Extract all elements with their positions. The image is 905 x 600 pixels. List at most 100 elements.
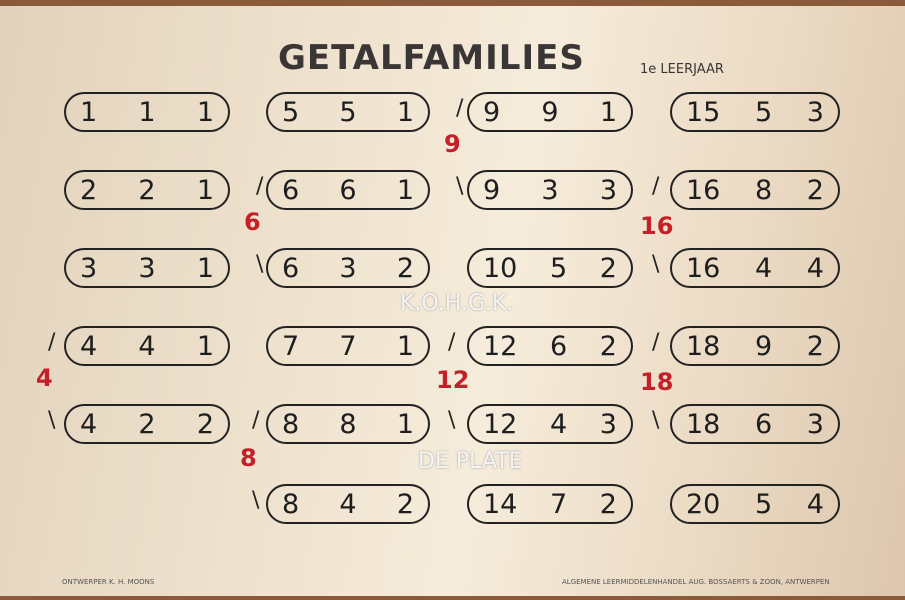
family-number: 4 — [36, 364, 53, 392]
bracket-line: / — [652, 174, 660, 199]
family-number: 12 — [436, 366, 470, 394]
number: 14 — [483, 488, 518, 520]
number: 6 — [339, 174, 357, 206]
bracket-line: / — [252, 408, 260, 433]
number: 9 — [541, 96, 559, 128]
number: 5 — [339, 96, 357, 128]
number: 2 — [80, 174, 98, 206]
number: 3 — [806, 96, 824, 128]
number: 3 — [138, 252, 156, 284]
number: 3 — [339, 252, 357, 284]
bracket-line: / — [48, 330, 56, 355]
number-family-card: 12 6 2 — [467, 326, 633, 366]
number: 4 — [339, 488, 357, 520]
number: 7 — [549, 488, 568, 520]
footer-author: ONTWERPER K. H. MOONS — [62, 578, 155, 586]
bracket-line: / — [652, 330, 660, 355]
number: 6 — [549, 330, 568, 362]
number: 1 — [196, 174, 214, 206]
family-number: 6 — [244, 208, 261, 236]
number: 1 — [599, 96, 617, 128]
number: 1 — [138, 96, 156, 128]
number: 15 — [686, 96, 721, 128]
number: 8 — [754, 174, 773, 206]
number: 4 — [806, 488, 824, 520]
family-number: 8 — [240, 444, 257, 472]
number: 6 — [754, 408, 773, 440]
number: 2 — [599, 330, 617, 362]
poster-title: GETALFAMILIES — [278, 38, 585, 78]
number-family-card: 9 3 3 — [467, 170, 633, 210]
number-family-card: 4 4 1 — [64, 326, 230, 366]
number-family-card: 5 5 1 — [266, 92, 430, 132]
number: 9 — [483, 174, 501, 206]
bracket-line: / — [448, 330, 456, 355]
number-family-card: 8 4 2 — [266, 484, 430, 524]
number: 20 — [686, 488, 721, 520]
number: 3 — [80, 252, 98, 284]
number: 2 — [599, 488, 617, 520]
number: 3 — [541, 174, 559, 206]
number: 8 — [282, 408, 300, 440]
number: 1 — [196, 96, 214, 128]
number: 2 — [806, 330, 824, 362]
bracket-line: / — [456, 96, 464, 121]
bracket-line: \ — [448, 408, 456, 433]
bracket-line: \ — [652, 408, 660, 433]
number: 2 — [396, 252, 414, 284]
number: 1 — [196, 252, 214, 284]
number: 6 — [282, 252, 300, 284]
number: 5 — [754, 96, 773, 128]
number: 4 — [80, 330, 98, 362]
watermark-line-1: K.O.H.G.K. — [400, 291, 514, 316]
number-family-card: 14 7 2 — [467, 484, 633, 524]
number: 7 — [339, 330, 357, 362]
number: 18 — [686, 408, 721, 440]
number-family-card: 7 7 1 — [266, 326, 430, 366]
number: 2 — [806, 174, 824, 206]
number-family-card: 4 2 2 — [64, 404, 230, 444]
number: 5 — [549, 252, 568, 284]
number: 4 — [138, 330, 156, 362]
family-number: 9 — [444, 130, 461, 158]
number-family-card: 6 3 2 — [266, 248, 430, 288]
number: 3 — [806, 408, 824, 440]
number: 16 — [686, 174, 721, 206]
number: 16 — [686, 252, 721, 284]
number-family-card: 16 8 2 — [670, 170, 840, 210]
number-family-card: 6 6 1 — [266, 170, 430, 210]
number: 12 — [483, 408, 518, 440]
footer-publisher: ALGEMENE LEERMIDDELENHANDEL AUG. BOSSAER… — [562, 578, 830, 586]
grade-label: 1e LEERJAAR — [640, 62, 724, 77]
number: 18 — [686, 330, 721, 362]
bracket-line: \ — [456, 174, 464, 199]
family-number: 16 — [640, 212, 674, 240]
number-family-card: 18 6 3 — [670, 404, 840, 444]
family-number: 18 — [640, 368, 674, 396]
number: 1 — [80, 96, 98, 128]
number: 12 — [483, 330, 518, 362]
number: 4 — [549, 408, 568, 440]
number: 8 — [282, 488, 300, 520]
number: 6 — [282, 174, 300, 206]
number: 3 — [599, 408, 617, 440]
number-family-card: 12 4 3 — [467, 404, 633, 444]
number-family-card: 18 9 2 — [670, 326, 840, 366]
number: 1 — [396, 330, 414, 362]
number-family-card: 15 5 3 — [670, 92, 840, 132]
number-family-card: 16 4 4 — [670, 248, 840, 288]
number: 5 — [754, 488, 773, 520]
number: 8 — [339, 408, 357, 440]
bracket-line: \ — [252, 488, 260, 513]
bracket-line: \ — [652, 252, 660, 277]
bracket-line: \ — [48, 408, 56, 433]
bracket-line: / — [256, 174, 264, 199]
number: 3 — [599, 174, 617, 206]
number-family-card: 9 9 1 — [467, 92, 633, 132]
number: 7 — [282, 330, 300, 362]
number-family-card: 20 5 4 — [670, 484, 840, 524]
watermark-line-2: DE PLATE — [418, 449, 523, 474]
number: 1 — [396, 408, 414, 440]
number-family-card: 2 2 1 — [64, 170, 230, 210]
